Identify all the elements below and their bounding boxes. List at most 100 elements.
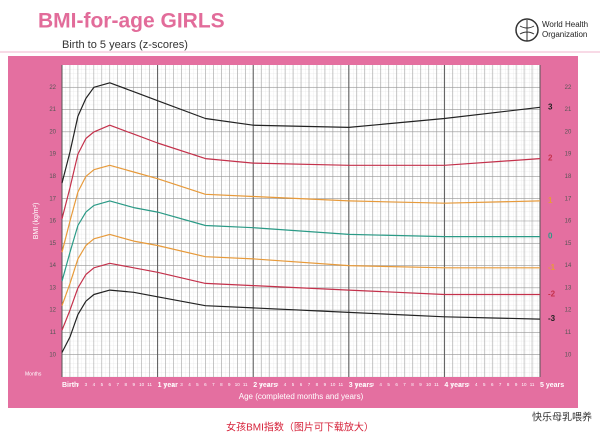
x-month-label: 2 xyxy=(268,382,271,387)
x-month-label: 8 xyxy=(124,382,127,387)
z-score-line xyxy=(61,289,541,353)
x-month-label: 7 xyxy=(403,382,406,387)
x-month-label: 6 xyxy=(300,382,303,387)
x-month-label: 7 xyxy=(212,382,215,387)
months-label: Months xyxy=(25,371,42,377)
x-month-label: 6 xyxy=(109,382,112,387)
subtitle: Birth to 5 years (z-scores) xyxy=(62,39,188,51)
series-label: 3 xyxy=(548,102,553,111)
x-month-label: 5 xyxy=(483,382,486,387)
y-tick-label: 11 xyxy=(565,330,572,336)
x-month-label: 9 xyxy=(132,382,135,387)
x-month-label: 5 xyxy=(387,382,390,387)
y-tick-label: 17 xyxy=(565,196,572,202)
x-month-label: 11 xyxy=(530,382,535,387)
series-label: -2 xyxy=(548,290,556,299)
x-month-label: 9 xyxy=(324,382,327,387)
x-month-label: 3 xyxy=(276,382,279,387)
x-month-label: 5 xyxy=(292,382,295,387)
x-month-label: 2 xyxy=(77,382,80,387)
z-score-line xyxy=(61,200,540,282)
y-tick-label: 20 xyxy=(565,129,572,135)
x-month-label: 11 xyxy=(338,382,343,387)
x-month-label: 3 xyxy=(467,382,470,387)
x-year-label: 2 years xyxy=(253,382,277,389)
z-score-line xyxy=(61,262,540,331)
x-month-label: 2 xyxy=(172,382,175,387)
y-tick-label: 15 xyxy=(565,241,572,247)
y-tick-label: 22 xyxy=(49,85,56,91)
watermark: 快乐母乳喂养 xyxy=(532,411,592,424)
x-month-label: 9 xyxy=(228,382,231,387)
org-name: World Health xyxy=(542,20,588,29)
x-month-label: 4 xyxy=(188,382,191,387)
x-month-label: 10 xyxy=(426,382,432,387)
x-month-label: 3 xyxy=(85,382,88,387)
x-month-label: 8 xyxy=(411,382,414,387)
x-month-label: 7 xyxy=(308,382,311,387)
y-tick-label: 10 xyxy=(565,352,572,358)
x-month-label: 8 xyxy=(507,382,510,387)
x-month-label: 7 xyxy=(117,382,120,387)
y-tick-label: 11 xyxy=(50,330,57,336)
y-tick-label: 12 xyxy=(565,308,572,314)
y-tick-label: 14 xyxy=(49,263,56,269)
x-year-label: 5 years xyxy=(540,382,564,389)
x-axis-label: Age (completed months and years) xyxy=(239,392,364,401)
series-label: 2 xyxy=(548,154,553,163)
x-month-label: 9 xyxy=(515,382,518,387)
y-tick-label: 19 xyxy=(565,152,572,158)
y-tick-label: 14 xyxy=(565,263,572,269)
z-score-line xyxy=(61,233,540,306)
x-month-label: 1 xyxy=(356,382,359,387)
x-month-label: 10 xyxy=(522,382,528,387)
z-score-line xyxy=(61,82,541,184)
y-tick-label: 13 xyxy=(565,285,572,291)
x-month-label: 4 xyxy=(284,382,287,387)
series-label: 0 xyxy=(548,232,553,241)
title: BMI-for-age GIRLS xyxy=(38,10,225,33)
y-tick-label: 13 xyxy=(49,285,56,291)
x-month-label: 5 xyxy=(196,382,199,387)
x-month-label: 6 xyxy=(395,382,398,387)
x-month-label: 10 xyxy=(139,382,145,387)
x-month-label: 11 xyxy=(243,382,248,387)
x-month-label: 2 xyxy=(459,382,462,387)
y-tick-label: 17 xyxy=(49,196,56,202)
x-year-label: 1 year xyxy=(158,382,179,389)
x-month-label: 8 xyxy=(220,382,223,387)
y-tick-label: 18 xyxy=(565,174,572,180)
x-month-label: 8 xyxy=(316,382,319,387)
x-year-label: 3 years xyxy=(349,382,373,389)
y-tick-label: 20 xyxy=(49,129,56,135)
series-label: 1 xyxy=(548,196,553,205)
y-tick-label: 21 xyxy=(565,107,572,113)
x-month-label: 3 xyxy=(180,382,183,387)
x-month-label: 11 xyxy=(434,382,439,387)
x-month-label: 6 xyxy=(491,382,494,387)
x-month-label: 4 xyxy=(475,382,478,387)
y-tick-label: 18 xyxy=(49,174,56,180)
x-month-label: 11 xyxy=(147,382,152,387)
series-label: -3 xyxy=(548,314,556,323)
y-axis-label: BMI (kg/m²) xyxy=(33,203,40,240)
x-month-label: 10 xyxy=(235,382,241,387)
x-month-label: 4 xyxy=(379,382,382,387)
x-month-label: 1 xyxy=(260,382,263,387)
x-year-label: 4 years xyxy=(444,382,468,389)
x-month-label: 1 xyxy=(451,382,454,387)
y-tick-label: 16 xyxy=(49,219,56,225)
x-month-label: 1 xyxy=(69,382,72,387)
x-month-label: 2 xyxy=(363,382,366,387)
x-year-label: Birth xyxy=(62,382,78,389)
y-tick-label: 10 xyxy=(49,352,56,358)
x-month-label: 1 xyxy=(164,382,167,387)
who-logo-mark xyxy=(519,20,535,41)
z-score-line xyxy=(61,124,541,219)
y-tick-label: 19 xyxy=(49,152,56,158)
caption: 女孩BMI指数（图片可下载放大） xyxy=(226,421,374,434)
y-tick-label: 21 xyxy=(49,107,56,113)
y-tick-label: 15 xyxy=(49,241,56,247)
series-label: -1 xyxy=(548,263,556,272)
